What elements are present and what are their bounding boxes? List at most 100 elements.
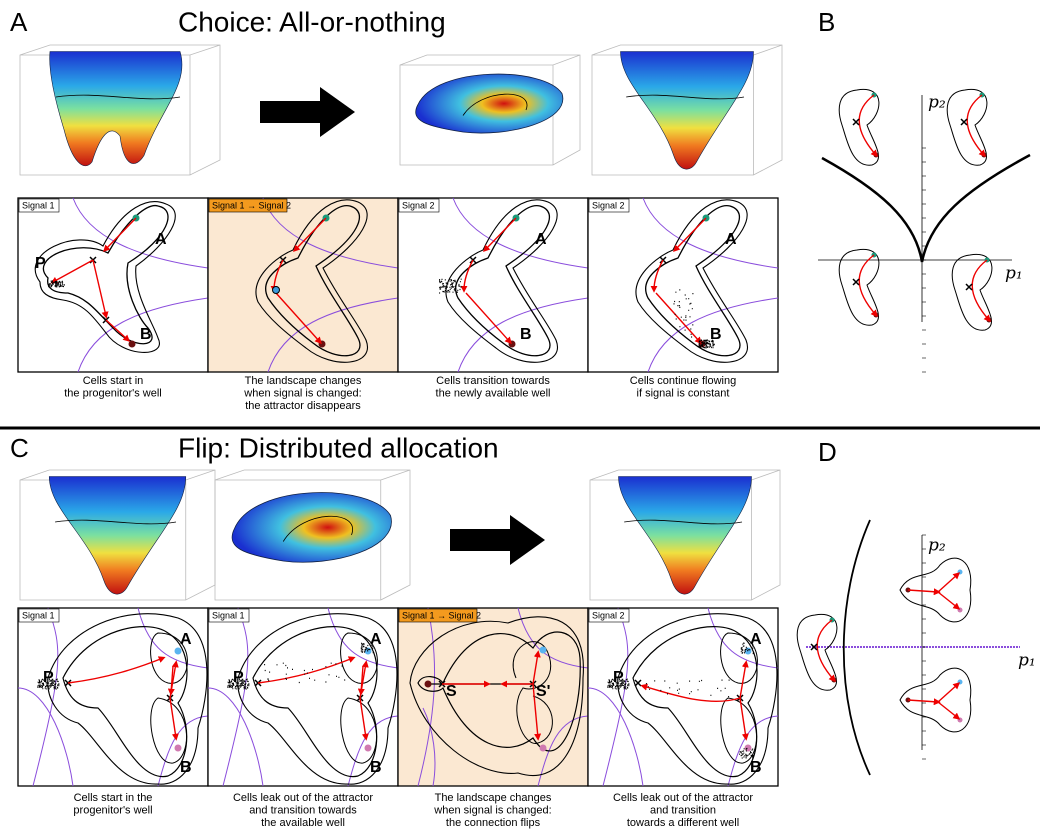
curve bbox=[227, 678, 250, 690]
curve bbox=[357, 665, 365, 696]
curve bbox=[417, 631, 581, 752]
point-label: S bbox=[446, 683, 457, 700]
curve bbox=[169, 697, 179, 741]
surface bbox=[231, 492, 392, 563]
curve bbox=[624, 519, 743, 525]
curve bbox=[971, 259, 991, 323]
frame-border bbox=[587, 197, 779, 373]
curve bbox=[483, 217, 517, 253]
curve bbox=[655, 292, 702, 345]
curve bbox=[626, 94, 745, 100]
curve bbox=[293, 217, 327, 253]
caption-line: Cells continue flowing bbox=[630, 375, 736, 387]
curve bbox=[838, 89, 880, 166]
curve bbox=[645, 679, 730, 698]
phase-frame: Signal 2 A B bbox=[587, 197, 779, 373]
curve bbox=[265, 204, 361, 357]
signal-tag-box bbox=[208, 198, 288, 213]
saddle bbox=[852, 118, 860, 126]
surface bbox=[49, 51, 183, 167]
caption-line: the available well bbox=[261, 817, 345, 829]
frame-border bbox=[207, 197, 399, 373]
curve bbox=[739, 747, 754, 759]
curve bbox=[264, 662, 346, 684]
point-label: B bbox=[180, 759, 192, 776]
caption-line: and transition bbox=[650, 804, 716, 816]
surface bbox=[48, 476, 187, 595]
signal-tag-box bbox=[18, 608, 60, 623]
curve bbox=[946, 89, 988, 166]
point bbox=[424, 680, 432, 688]
curve bbox=[55, 94, 181, 100]
caption-line: towards a different well bbox=[627, 817, 739, 829]
caption-line: The landscape changes bbox=[435, 792, 552, 804]
point-label: A bbox=[155, 231, 167, 248]
curve bbox=[920, 153, 1031, 263]
curve bbox=[858, 94, 878, 158]
curve bbox=[340, 632, 378, 764]
point-label: B bbox=[370, 759, 382, 776]
attractor bbox=[272, 286, 280, 294]
curve bbox=[282, 515, 353, 542]
curve bbox=[512, 641, 553, 744]
caption-line: the connection flips bbox=[446, 817, 541, 829]
curve bbox=[645, 204, 741, 357]
signal-tag: Signal 1 bbox=[22, 610, 55, 620]
point-label: A bbox=[180, 631, 192, 648]
curve bbox=[103, 217, 137, 253]
point-label: B bbox=[520, 326, 532, 343]
caption-line: the attractor disappears bbox=[245, 400, 361, 412]
panel-letter: D bbox=[818, 437, 837, 467]
curve bbox=[907, 698, 941, 706]
signal-tag: Signal 1 → Signal 2 bbox=[212, 200, 291, 210]
curve bbox=[465, 292, 512, 345]
curve bbox=[457, 297, 589, 373]
point-label: P bbox=[613, 669, 624, 686]
phase-frame: Signal 1 P A B bbox=[17, 607, 209, 787]
saddle bbox=[634, 679, 642, 687]
curve bbox=[455, 204, 551, 357]
curve bbox=[439, 278, 462, 294]
point-label: B bbox=[710, 326, 722, 343]
landscape bbox=[589, 469, 781, 601]
landscape bbox=[214, 469, 411, 601]
curve bbox=[842, 519, 871, 776]
small-portrait bbox=[899, 667, 972, 733]
curve bbox=[359, 697, 369, 741]
point-label: A bbox=[370, 631, 382, 648]
curve bbox=[105, 319, 131, 342]
curve bbox=[47, 613, 208, 785]
axis-label: p₁ bbox=[1018, 651, 1036, 671]
phase-frame: Signal 1 → Signal 2 S S' bbox=[397, 607, 589, 787]
point-label: A bbox=[535, 231, 547, 248]
caption-line: when signal is changed: bbox=[243, 387, 361, 399]
point-label: A bbox=[725, 231, 737, 248]
curve bbox=[587, 687, 644, 787]
curve bbox=[937, 591, 961, 610]
curve bbox=[740, 641, 754, 655]
axis-label: p₁ bbox=[1005, 264, 1023, 284]
curve bbox=[92, 259, 109, 319]
curve bbox=[937, 701, 961, 720]
signal-tag: Signal 1 bbox=[22, 200, 55, 210]
curve bbox=[673, 217, 707, 253]
small-portrait bbox=[796, 614, 838, 691]
curve bbox=[327, 607, 399, 669]
point bbox=[957, 607, 963, 613]
signal-tag-box bbox=[208, 608, 250, 623]
caption-line: progenitor's well bbox=[73, 804, 152, 816]
curve bbox=[55, 519, 177, 525]
transition-arrow bbox=[260, 87, 355, 137]
panel-title: Flip: Distributed allocation bbox=[178, 432, 499, 463]
panel-title: Choice: All-or-nothing bbox=[178, 6, 446, 37]
point-label: B bbox=[140, 326, 152, 343]
caption-line: Cells leak out of the attractor bbox=[233, 792, 373, 804]
curve bbox=[907, 588, 941, 596]
phase-frame: Signal 1 P A B bbox=[207, 607, 399, 787]
curve bbox=[607, 678, 630, 690]
curve bbox=[267, 297, 399, 373]
point bbox=[364, 744, 372, 752]
caption-line: Cells transition towards bbox=[436, 375, 550, 387]
landscape bbox=[399, 54, 581, 166]
small-portrait bbox=[838, 249, 880, 326]
